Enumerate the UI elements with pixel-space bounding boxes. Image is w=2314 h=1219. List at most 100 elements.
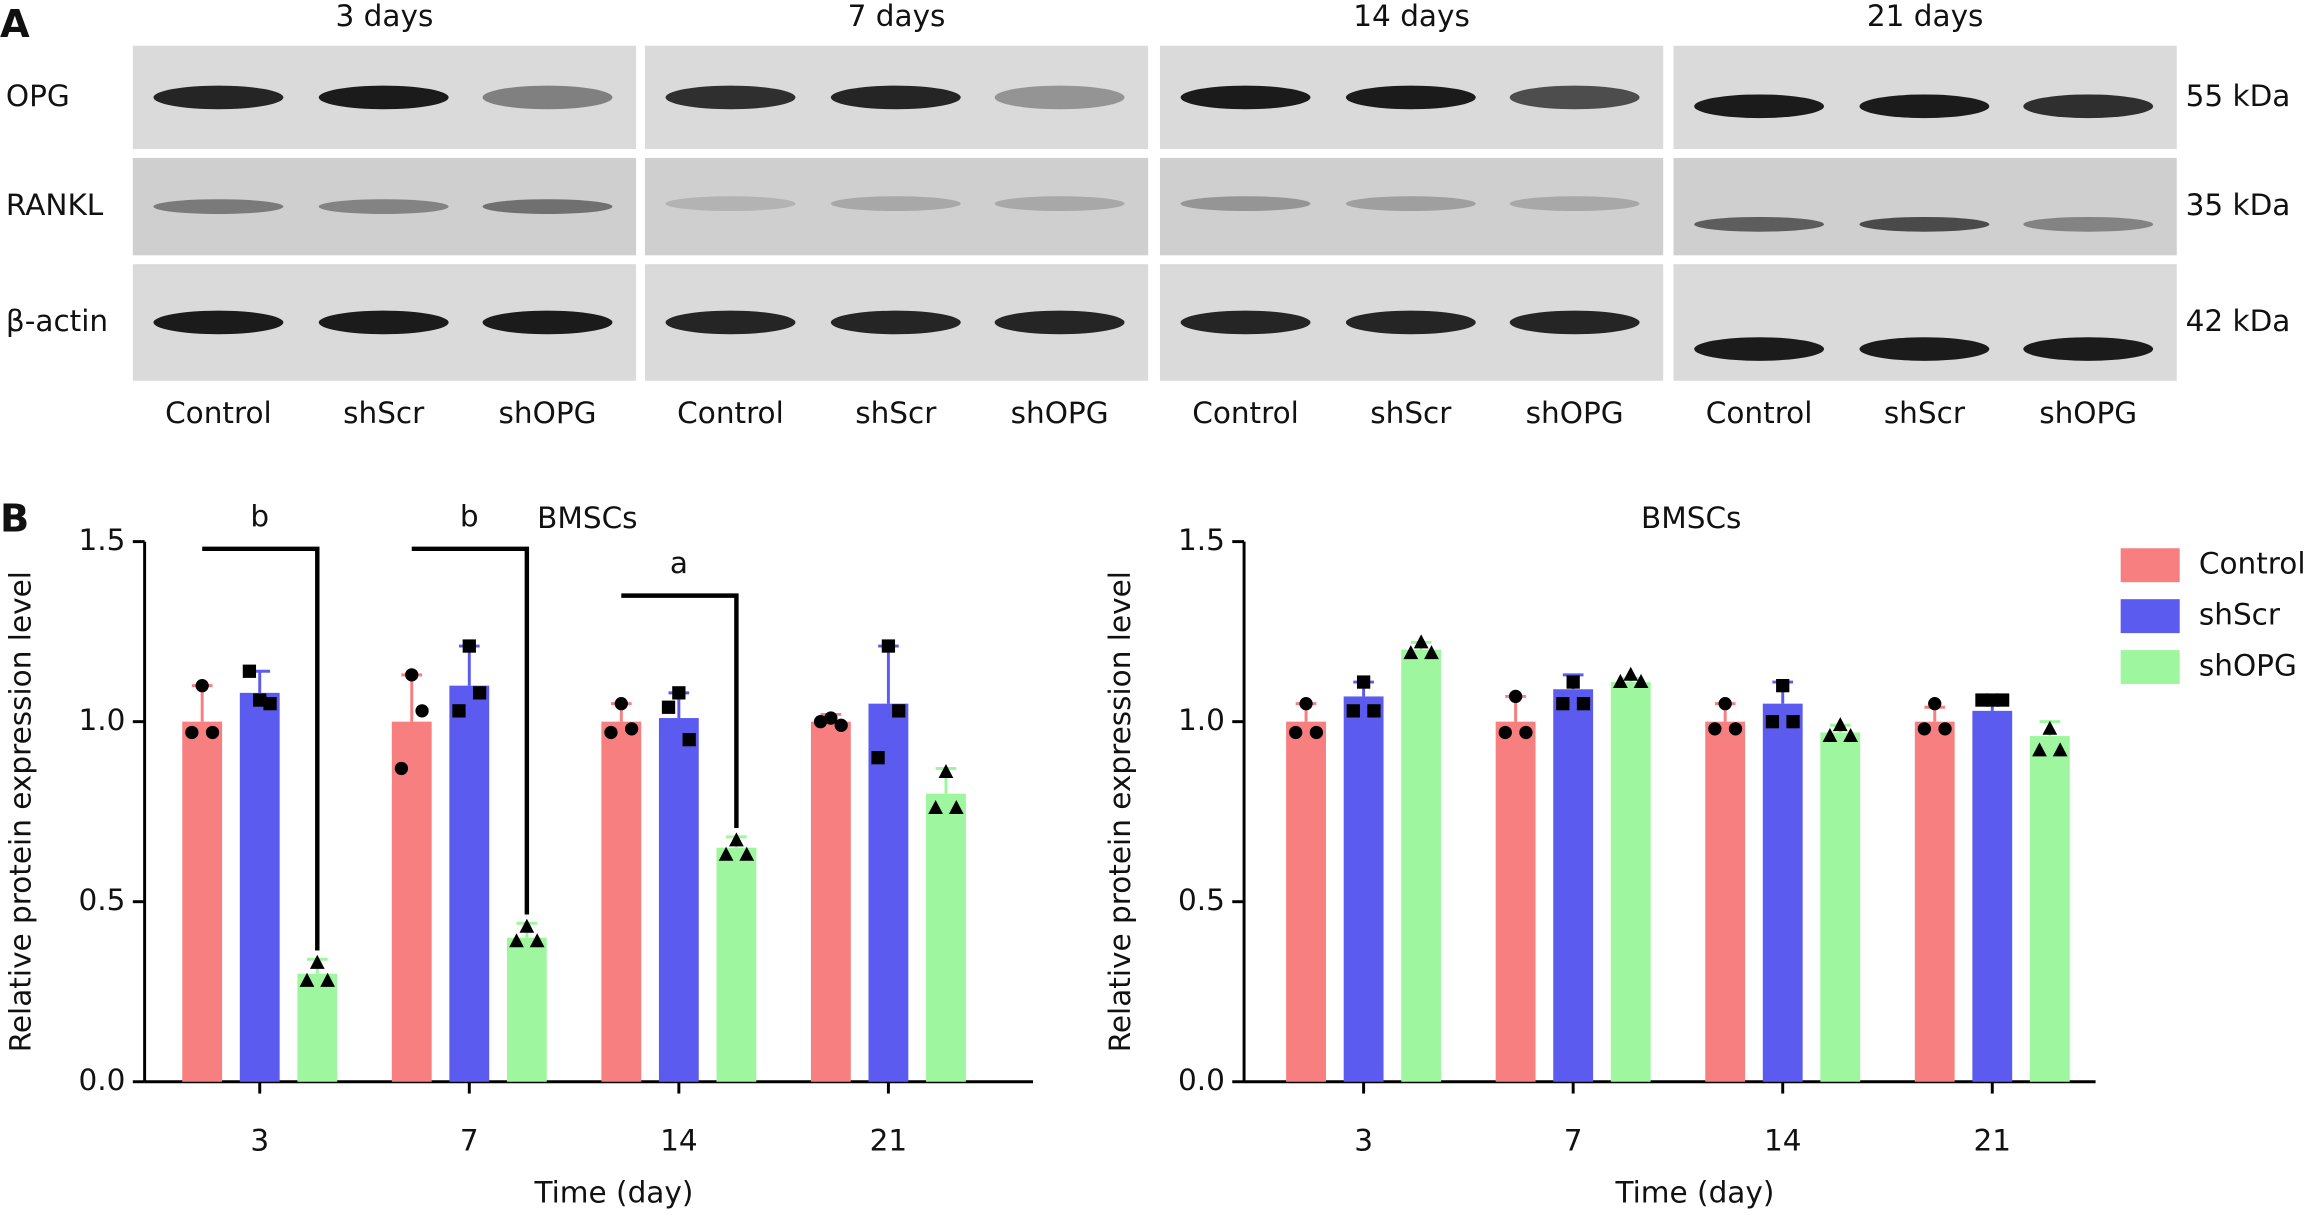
- bar: [1820, 732, 1861, 1082]
- band: [2023, 94, 2154, 119]
- data-point: [299, 972, 315, 987]
- data-point: [661, 700, 676, 714]
- data-point: [263, 697, 277, 711]
- y-tick-label: 1.5: [79, 523, 126, 557]
- data-point: [718, 846, 734, 861]
- x-tick-label: 3: [1354, 1124, 1373, 1158]
- data-point: [1566, 675, 1580, 689]
- protein-label: RANKL: [6, 188, 104, 222]
- data-point: [1822, 727, 1838, 742]
- data-point: [2032, 742, 2047, 757]
- y-tick-label: 1.5: [1178, 523, 1225, 557]
- x-axis-label: Time (day): [533, 1175, 693, 1209]
- data-point: [892, 704, 906, 718]
- data-point: [415, 704, 429, 718]
- band: [318, 199, 449, 214]
- data-point: [195, 679, 209, 693]
- band: [1694, 216, 1825, 232]
- data-point: [1289, 725, 1303, 740]
- blot-panel: [644, 157, 1149, 256]
- x-tick-label: 21: [870, 1124, 908, 1158]
- legend-label: shScr: [2199, 598, 2281, 632]
- legend-label: shOPG: [2199, 649, 2297, 683]
- data-point: [1786, 715, 1800, 729]
- x-tick-label: 14: [1764, 1124, 1802, 1158]
- bar: [297, 973, 338, 1082]
- x-tick-label: 7: [460, 1124, 479, 1158]
- band: [994, 85, 1125, 110]
- band: [153, 310, 284, 335]
- data-point: [1728, 722, 1743, 736]
- data-point: [1309, 725, 1324, 740]
- y-tick-label: 0.5: [79, 883, 126, 917]
- bar: [506, 937, 547, 1082]
- data-point: [881, 639, 896, 653]
- significance-label: a: [670, 546, 688, 580]
- band: [994, 196, 1125, 212]
- data-point: [1403, 645, 1419, 660]
- bar: [1286, 721, 1326, 1082]
- data-point: [1928, 697, 1942, 711]
- band: [665, 196, 796, 212]
- bar: [868, 703, 909, 1082]
- data-point: [1367, 704, 1381, 718]
- data-point: [1832, 717, 1848, 732]
- x-tick-label: 14: [660, 1124, 698, 1158]
- data-point: [624, 722, 639, 736]
- band: [1859, 94, 1990, 119]
- band: [1694, 94, 1825, 119]
- bar: [716, 847, 757, 1082]
- data-point: [834, 718, 848, 732]
- data-point: [509, 933, 524, 948]
- panel-label: A: [0, 2, 30, 47]
- lane-label: shOPG: [1011, 396, 1109, 430]
- y-axis-label: Relative protein expression level: [1103, 571, 1137, 1052]
- bar: [926, 793, 966, 1082]
- band: [318, 310, 449, 335]
- band: [994, 310, 1125, 335]
- data-point: [1995, 693, 2010, 707]
- band: [482, 310, 613, 335]
- x-axis-label: Time (day): [1614, 1175, 1774, 1209]
- band: [1694, 337, 1825, 361]
- bar: [1914, 721, 1955, 1082]
- protein-label: OPG: [6, 79, 70, 113]
- y-tick-label: 0.0: [79, 1063, 126, 1097]
- legend-label: Control: [2199, 547, 2306, 581]
- lane-label: Control: [677, 396, 784, 430]
- data-point: [2042, 720, 2058, 735]
- data-point: [462, 639, 476, 653]
- band: [665, 85, 796, 110]
- y-axis-label: Relative protein expression level: [4, 571, 38, 1052]
- significance-label: b: [460, 499, 479, 533]
- data-point: [1985, 693, 1999, 707]
- data-point: [1975, 693, 1989, 707]
- band: [830, 85, 961, 110]
- band: [1180, 310, 1311, 335]
- data-point: [394, 761, 409, 776]
- data-point: [1623, 666, 1639, 681]
- panel-label: B: [0, 496, 29, 541]
- data-point: [604, 725, 618, 740]
- protein-label: β-actin: [6, 304, 108, 338]
- lane-label: shOPG: [499, 396, 597, 430]
- band: [482, 85, 613, 110]
- lane-label: Control: [1192, 396, 1299, 430]
- bar: [601, 721, 642, 1082]
- data-point: [1519, 725, 1533, 740]
- data-point: [1633, 673, 1649, 688]
- data-point: [242, 664, 257, 678]
- x-tick-label: 7: [1564, 1124, 1583, 1158]
- band: [830, 310, 961, 335]
- data-point: [1576, 697, 1591, 711]
- data-point: [1765, 715, 1780, 729]
- bar: [1553, 689, 1594, 1082]
- data-point: [1843, 727, 1858, 742]
- x-tick-label: 3: [250, 1124, 269, 1158]
- legend-swatch: [2120, 599, 2180, 634]
- significance-bracket: [411, 546, 530, 915]
- band: [1509, 85, 1640, 110]
- chart-title: BMSCs: [537, 501, 637, 535]
- lane-label: Control: [1706, 396, 1813, 430]
- bar: [1762, 703, 1803, 1082]
